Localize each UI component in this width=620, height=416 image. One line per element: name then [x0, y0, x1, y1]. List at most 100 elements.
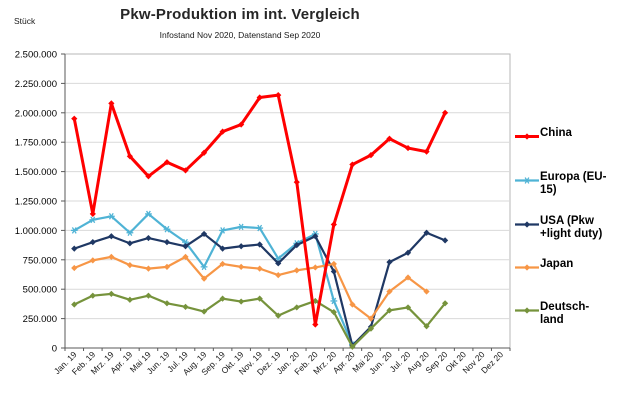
- data-point-marker: [330, 260, 337, 268]
- data-point-marker: [386, 135, 393, 142]
- data-point-marker: [126, 153, 133, 160]
- data-point-marker: [145, 292, 152, 299]
- series-europa-eu-15-: [70, 210, 356, 348]
- data-point-marker: [71, 264, 78, 272]
- data-point-marker: [423, 229, 430, 236]
- series-line: [73, 212, 354, 346]
- data-point-marker: [163, 263, 171, 270]
- data-point-marker: [108, 290, 115, 298]
- data-point-marker: [404, 144, 412, 152]
- legend-label-usa: USA (Pkw +light duty): [540, 215, 603, 240]
- data-point-marker: [219, 245, 226, 252]
- data-point-marker: [219, 128, 226, 135]
- series-line: [73, 255, 428, 320]
- data-point-marker: [330, 297, 338, 305]
- data-point-marker: [237, 223, 245, 231]
- data-point-marker: [275, 312, 282, 319]
- legend-label-europa: Europa (EU-15): [540, 171, 607, 196]
- data-point-marker: [404, 274, 412, 281]
- data-point-marker: [423, 323, 430, 330]
- data-point-marker: [256, 224, 264, 232]
- y-tick-label: 2.000.000: [15, 108, 57, 119]
- chart-title: Pkw-Produktion im int. Vergleich: [120, 6, 360, 23]
- data-point-marker: [145, 265, 152, 272]
- data-point-marker: [182, 243, 189, 250]
- data-point-marker: [71, 245, 78, 252]
- legend-label-japan: Japan: [540, 258, 574, 270]
- data-point-marker: [71, 301, 78, 308]
- series-deutsch-land: [71, 290, 449, 350]
- data-point-marker: [256, 94, 263, 101]
- data-point-marker: [523, 177, 531, 184]
- data-point-marker: [349, 301, 356, 308]
- data-point-marker: [145, 173, 152, 180]
- legend-line-europa-icon: [515, 177, 539, 184]
- data-point-marker: [71, 115, 78, 122]
- data-point-marker: [89, 210, 96, 218]
- data-point-marker: [89, 239, 96, 246]
- data-point-marker: [200, 308, 208, 315]
- data-point-marker: [330, 268, 337, 275]
- data-point-marker: [349, 161, 356, 168]
- data-point-marker: [523, 264, 531, 271]
- data-point-marker: [367, 152, 375, 159]
- y-axis-unit-label: Stück: [14, 16, 36, 26]
- data-point-marker: [107, 212, 115, 220]
- legend-item-china: China: [514, 127, 612, 143]
- data-point-marker: [293, 242, 300, 249]
- data-point-marker: [404, 304, 412, 311]
- data-point-marker: [293, 179, 300, 186]
- data-point-marker: [442, 237, 449, 244]
- data-point-marker: [256, 265, 263, 272]
- data-point-marker: [163, 300, 171, 307]
- legend-line-usa-icon: [515, 221, 539, 228]
- data-point-marker: [89, 216, 97, 224]
- data-point-marker: [312, 321, 319, 328]
- data-point-marker: [200, 230, 208, 238]
- data-point-marker: [423, 148, 430, 155]
- data-point-marker: [219, 295, 226, 302]
- data-point-marker: [238, 121, 245, 128]
- data-point-marker: [126, 296, 133, 303]
- data-point-marker: [293, 304, 300, 311]
- data-point-marker: [275, 260, 282, 267]
- data-point-marker: [442, 300, 449, 307]
- data-point-marker: [182, 253, 189, 260]
- legend-line-china-icon: [515, 133, 539, 140]
- y-tick-label: 2.500.000: [15, 50, 57, 61]
- data-point-marker: [386, 307, 393, 314]
- data-point-marker: [163, 239, 171, 246]
- data-point-marker: [163, 225, 171, 233]
- data-point-marker: [145, 234, 152, 242]
- data-point-marker: [89, 257, 96, 264]
- data-point-marker: [238, 243, 245, 250]
- data-point-marker: [126, 229, 134, 237]
- data-point-marker: [523, 133, 531, 140]
- data-point-marker: [126, 240, 133, 247]
- y-tick-label: 1.500.000: [15, 167, 57, 178]
- data-point-marker: [367, 325, 375, 332]
- y-tick-label: 1.000.000: [15, 226, 57, 237]
- chart-subtitle: Infostand Nov 2020, Datenstand Sep 2020: [159, 30, 321, 40]
- data-point-marker: [312, 233, 319, 240]
- y-tick-label: 750.000: [23, 255, 57, 266]
- legend-label-deutschland: Deutsch-land: [540, 301, 590, 326]
- legend-label-china: China: [540, 127, 572, 139]
- y-tick-label: 2.250.000: [15, 79, 57, 90]
- data-point-marker: [200, 275, 208, 282]
- data-point-marker: [200, 149, 208, 156]
- legend-line-deutschland-icon: [515, 307, 539, 314]
- data-point-marker: [386, 259, 393, 266]
- data-point-marker: [219, 227, 227, 234]
- y-tick-label: 500.000: [23, 285, 57, 296]
- legend-item-japan: Japan: [514, 258, 612, 274]
- data-point-marker: [238, 298, 245, 305]
- legend-item-europa: Europa (EU-15): [514, 171, 612, 197]
- data-point-marker: [126, 261, 133, 269]
- data-point-marker: [386, 288, 393, 295]
- data-point-marker: [275, 92, 282, 99]
- data-point-marker: [256, 295, 263, 302]
- y-tick-label: 1.750.000: [15, 138, 57, 149]
- data-point-marker: [256, 241, 263, 248]
